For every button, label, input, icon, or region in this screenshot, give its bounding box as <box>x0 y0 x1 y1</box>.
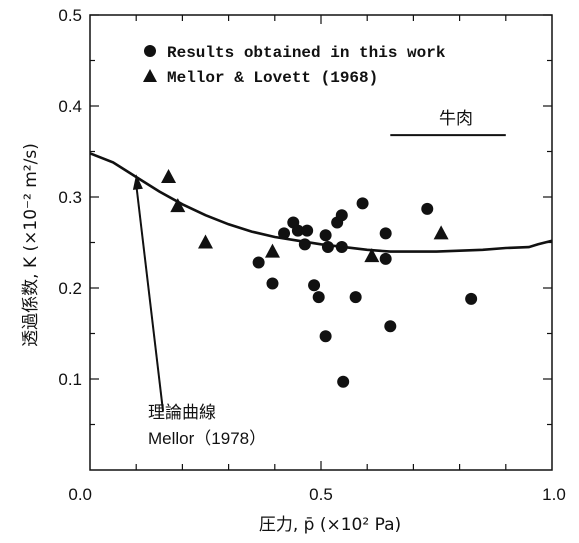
x-tick-label: 0.0 <box>68 485 92 504</box>
legend-label-this-work: Results obtained in this work <box>167 44 446 62</box>
data-point-circle <box>278 227 291 240</box>
y-tick-label: 0.3 <box>58 188 82 207</box>
data-point-circle <box>421 202 434 215</box>
data-point-circle <box>298 238 311 251</box>
data-point-triangle <box>264 243 280 258</box>
data-point-circle <box>319 229 332 242</box>
data-point-triangle <box>161 168 177 183</box>
theory-label-2: Mellor（1978） <box>148 429 266 448</box>
y-axis-label: 透過係数, K (×10⁻² m²/s) <box>21 143 41 347</box>
data-point-circle <box>356 197 369 210</box>
data-point-circle <box>335 241 348 254</box>
data-point-circle <box>319 330 332 343</box>
data-point-circle <box>465 292 478 305</box>
legend-circle-marker <box>144 45 156 57</box>
data-point-circle <box>349 291 362 304</box>
theory-arrow-group <box>132 174 164 411</box>
y-tick-label: 0.2 <box>58 279 82 298</box>
data-point-triangle <box>364 248 380 263</box>
data-point-triangle <box>433 225 449 240</box>
data-point-circle <box>252 256 265 269</box>
data-point-circle <box>312 291 325 304</box>
beef-label: 牛肉 <box>439 109 473 128</box>
x-tick-label: 0.5 <box>309 485 333 504</box>
data-point-triangle <box>198 234 213 249</box>
y-tick-label: 0.1 <box>58 370 82 389</box>
data-point-circle <box>321 241 334 254</box>
data-point-circle <box>335 209 348 222</box>
data-point-circle <box>384 320 397 333</box>
data-points <box>161 168 478 388</box>
theory-arrow-shaft <box>135 184 164 411</box>
legend: Results obtained in this work Mellor & L… <box>143 44 446 87</box>
legend-triangle-marker <box>143 69 157 82</box>
data-point-circle <box>266 277 279 290</box>
legend-label-mellor-lovett: Mellor & Lovett (1968) <box>167 69 378 87</box>
tick-labels: 0.1 0.2 0.3 0.4 0.5 0.0 0.5 1.0 <box>58 6 565 504</box>
theory-label-1: 理論曲線 <box>148 403 216 422</box>
x-tick-label: 1.0 <box>542 485 566 504</box>
y-tick-label: 0.4 <box>58 97 82 116</box>
data-point-circle <box>379 227 392 240</box>
data-point-circle <box>291 224 304 237</box>
theory-arrow-head <box>132 174 143 190</box>
data-point-circle <box>308 279 321 292</box>
y-tick-label: 0.5 <box>58 6 82 25</box>
data-point-circle <box>379 252 392 265</box>
data-point-circle <box>301 224 314 237</box>
data-point-circle <box>337 375 350 388</box>
data-point-triangle <box>170 198 186 213</box>
x-axis-label: 圧力, p̄ (×10² Pa) <box>259 515 401 535</box>
